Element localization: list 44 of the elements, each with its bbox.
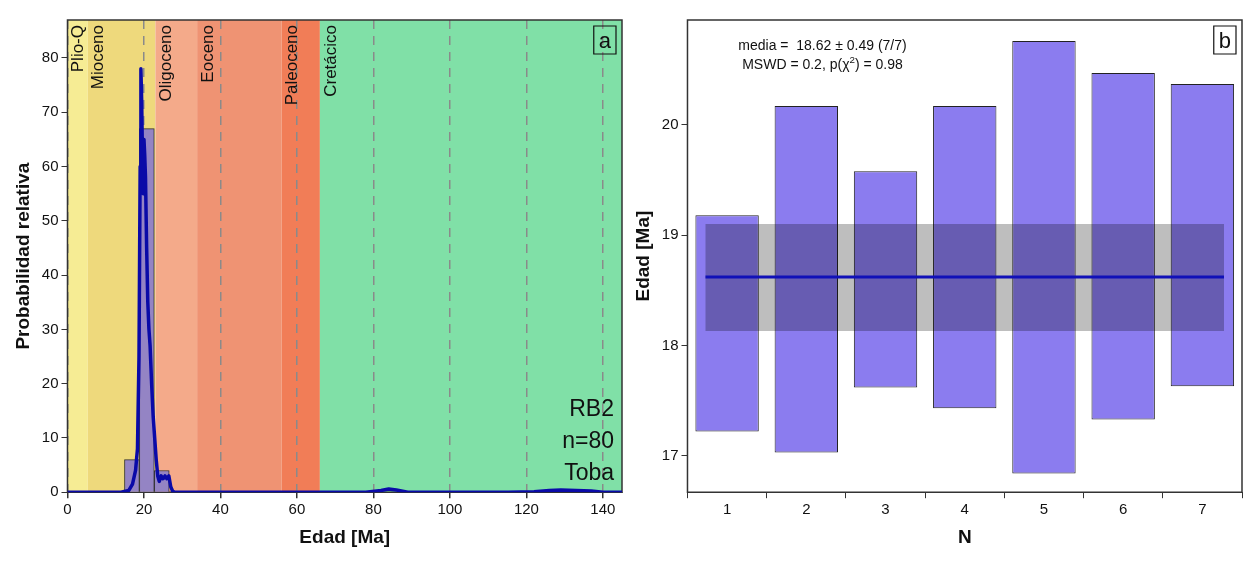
annotation: Toba [564, 459, 615, 486]
x-tick-label: 5 [1039, 500, 1049, 518]
band-label: Eoceno [197, 24, 217, 83]
band-label: Paleoceno [282, 25, 302, 106]
annotation: a [598, 28, 612, 53]
annotation: n=80 [562, 427, 615, 454]
x-tick-label: 4 [960, 500, 969, 518]
band-label: Plio-Q [68, 25, 88, 73]
x-tick-label: 100 [437, 500, 463, 518]
x-tick-label: 20 [135, 500, 153, 518]
x-tick-label: 120 [513, 500, 539, 518]
x-tick-label: 0 [63, 500, 72, 518]
annotation: media = 18.62 ± 0.49 (7/7) [738, 37, 907, 53]
annotation: RB2 [569, 395, 615, 422]
y-tick-label: 40 [41, 265, 59, 283]
y-tick-label: 50 [41, 210, 59, 228]
x-tick-label: 2 [802, 500, 811, 518]
band-label: Oligoceno [156, 24, 176, 102]
y-tick-label: 10 [41, 428, 59, 446]
y-tick-label: 17 [661, 445, 679, 463]
band-label: Mioceno [88, 24, 108, 90]
y-tick-label: 0 [50, 482, 59, 500]
y-tick-label: 60 [41, 156, 59, 174]
annotation: b [1218, 28, 1232, 53]
x-tick-label: 60 [288, 500, 306, 518]
y-tick-label: 20 [661, 114, 679, 132]
y-axis-title: Edad [Ma] [631, 210, 653, 302]
y-tick-label: 20 [41, 373, 59, 391]
y-tick-label: 18 [661, 335, 679, 353]
y-tick-label: 19 [661, 225, 679, 243]
y-tick-label: 30 [41, 319, 59, 337]
x-tick-label: 3 [881, 500, 890, 518]
y-tick-label: 80 [41, 48, 59, 66]
x-tick-label: 7 [1198, 500, 1207, 518]
x-tick-label: 80 [365, 500, 382, 518]
x-tick-label: 40 [212, 500, 229, 518]
y-tick-label: 70 [41, 102, 59, 120]
band-label: Cretácico [320, 24, 340, 97]
x-tick-label: 6 [1119, 500, 1128, 518]
x-tick-label: 1 [722, 500, 732, 518]
y-axis-title: Probabilidad relativa [11, 162, 33, 350]
x-axis-title: N [957, 525, 972, 547]
x-tick-label: 140 [590, 500, 616, 518]
x-axis-title: Edad [Ma] [299, 525, 391, 547]
